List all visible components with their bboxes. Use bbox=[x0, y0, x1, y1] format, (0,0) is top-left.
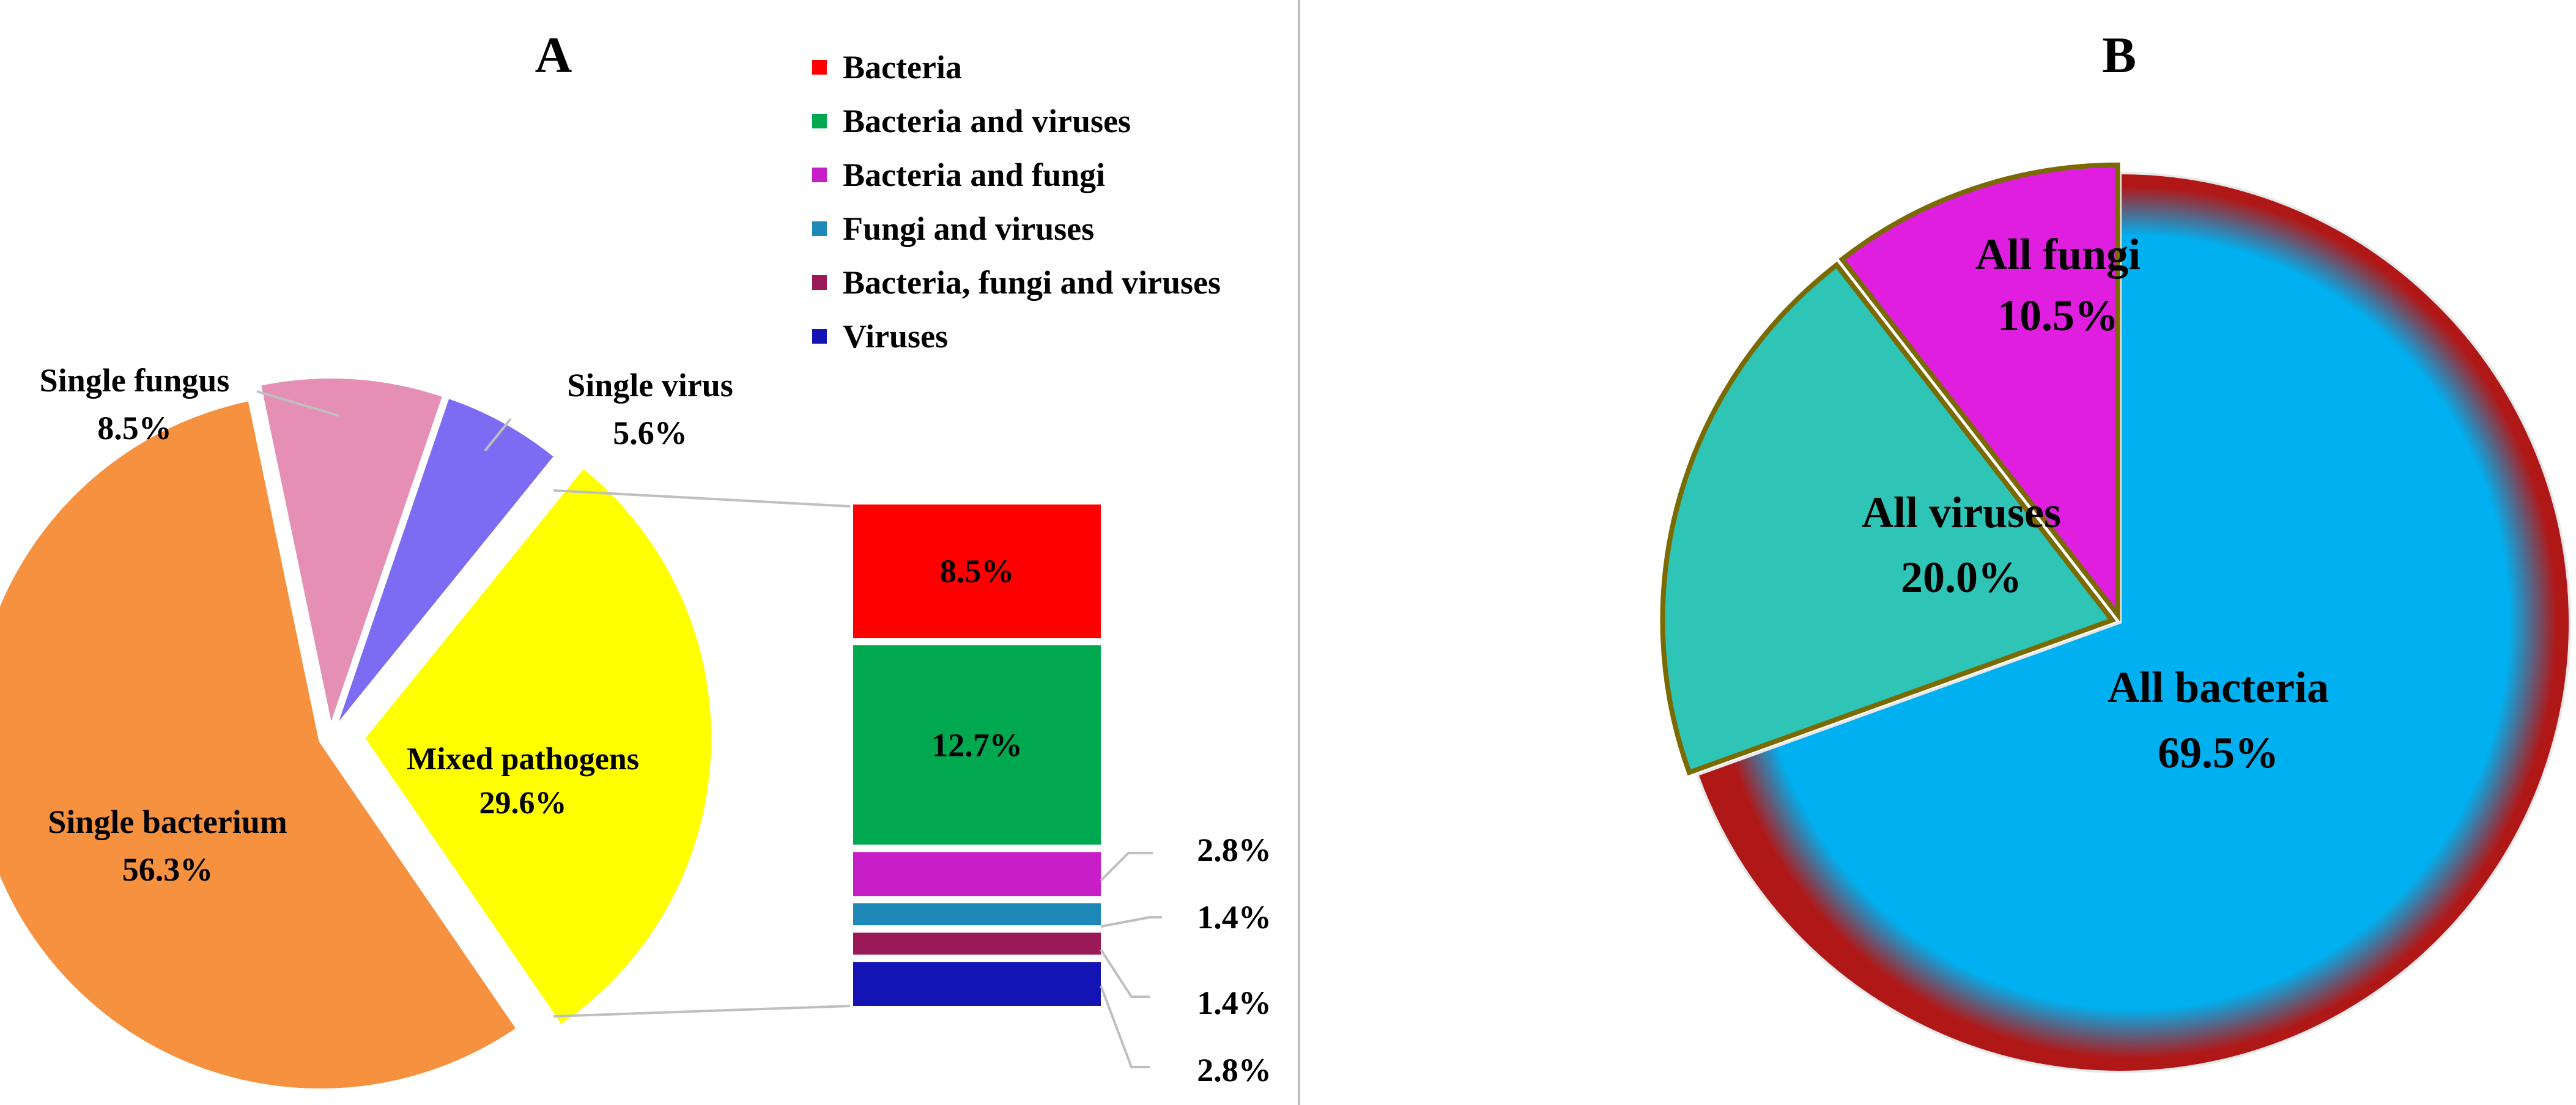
slice-label-all-fungi: All fungi bbox=[1975, 230, 2141, 279]
panel-a-title: A bbox=[535, 27, 572, 84]
segment-value-viruses: 2.8% bbox=[1197, 1052, 1271, 1088]
segment-value-bacteria-fungi-viruses: 1.4% bbox=[1197, 985, 1271, 1021]
leader-fungi-viruses bbox=[1100, 916, 1162, 928]
legend-swatch-bacteria-and-viruses bbox=[812, 114, 827, 128]
slice-value-all-viruses: 20.0% bbox=[1901, 553, 2022, 602]
pie-slice-single-bacterium bbox=[0, 398, 519, 1091]
bar-segment-viruses bbox=[853, 962, 1101, 1006]
leader-bacteria-fungi bbox=[1100, 852, 1153, 882]
leader-line-single-virus bbox=[484, 418, 512, 452]
legend-swatch-viruses bbox=[812, 329, 827, 344]
leader-bacteria-fungi-viruses bbox=[1100, 948, 1150, 998]
legend-swatch-bacteria-and-fungi bbox=[812, 168, 827, 182]
leader-line-single-fungus bbox=[256, 390, 340, 417]
breakdown-bar: 8.5% 12.7% bbox=[853, 504, 1101, 1006]
slice-label-single-virus: Single virus bbox=[567, 367, 733, 404]
slice-label-all-bacteria: All bacteria bbox=[2108, 663, 2329, 712]
connector-top bbox=[553, 489, 851, 508]
bar-segment-bacteria-and-fungi bbox=[853, 852, 1101, 896]
slice-label-single-fungus: Single fungus bbox=[40, 362, 230, 399]
legend-swatch-fungi-and-viruses bbox=[812, 221, 827, 236]
segment-value-fungi-viruses: 1.4% bbox=[1197, 899, 1271, 936]
leader-viruses bbox=[1100, 985, 1150, 1068]
pie-slice-all-fungi bbox=[1838, 162, 2120, 622]
slice-value-mixed-pathogens: 29.6% bbox=[479, 786, 567, 821]
pie-slice-mixed-pathogens bbox=[362, 465, 714, 1028]
segment-value-bacteria-and-viruses: 12.7% bbox=[931, 726, 1023, 763]
legend-label-bacteria: Bacteria bbox=[843, 49, 962, 86]
pie-slice-single-fungus bbox=[258, 376, 445, 731]
legend-label-viruses: Viruses bbox=[843, 318, 948, 355]
legend-a: Bacteria Bacteria and viruses Bacteria and… bbox=[812, 49, 1221, 355]
slice-label-single-bacterium: Single bacterium bbox=[48, 804, 287, 840]
segment-value-bacteria-fungi: 2.8% bbox=[1197, 832, 1271, 868]
slice-label-mixed-pathogens: Mixed pathogens bbox=[407, 742, 639, 777]
pie-slice-single-virus bbox=[334, 396, 557, 728]
legend-label-fungi-and-viruses: Fungi and viruses bbox=[843, 210, 1094, 247]
legend-label-bacteria-and-fungi: Bacteria and fungi bbox=[843, 157, 1105, 193]
panel-b: B All bacteria 69.5% All viruses 20.0% A… bbox=[1660, 27, 2571, 1073]
slice-value-all-fungi: 10.5% bbox=[1997, 291, 2119, 340]
bar-segment-bacteria-and-viruses bbox=[853, 645, 1101, 845]
pie-a-leader-lines bbox=[256, 390, 851, 1018]
legend-swatch-bacteria-fungi-and-viruses bbox=[812, 275, 827, 290]
segment-value-bacteria: 8.5% bbox=[940, 553, 1015, 589]
slice-value-single-virus: 5.6% bbox=[613, 415, 687, 451]
pie-chart-a bbox=[0, 376, 714, 1091]
connector-bottom bbox=[553, 1005, 851, 1018]
slice-value-single-bacterium: 56.3% bbox=[122, 851, 213, 888]
slice-value-all-bacteria: 69.5% bbox=[2158, 728, 2279, 777]
legend-swatch-bacteria bbox=[812, 60, 827, 75]
legend-label-bacteria-and-viruses: Bacteria and viruses bbox=[843, 103, 1131, 139]
pie-slice-all-viruses bbox=[1660, 261, 2117, 776]
bar-segment-bacteria-fungi-and-viruses bbox=[853, 933, 1101, 955]
panel-b-title: B bbox=[2102, 27, 2136, 84]
panel-a: A Single fungus 8.5% Single virus 5.6% M… bbox=[0, 27, 1271, 1091]
legend-label-bacteria-fungi-and-viruses: Bacteria, fungi and viruses bbox=[843, 264, 1221, 301]
small-segment-leaders bbox=[1100, 852, 1162, 1068]
bar-segment-bacteria bbox=[853, 504, 1101, 638]
pie-chart-b bbox=[1660, 162, 2571, 1073]
pie-slice-all-bacteria bbox=[1695, 171, 2571, 1073]
bar-segment-fungi-and-viruses bbox=[853, 903, 1101, 926]
slice-label-all-viruses: All viruses bbox=[1862, 488, 2061, 537]
slice-value-single-fungus: 8.5% bbox=[97, 410, 172, 446]
